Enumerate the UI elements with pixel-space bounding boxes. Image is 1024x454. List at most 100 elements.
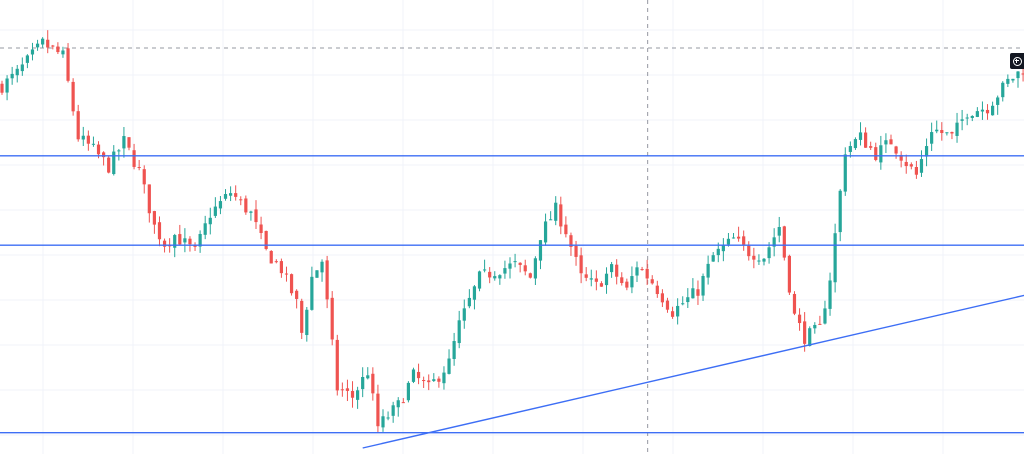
candle-up (386, 417, 390, 419)
candle-down (909, 164, 913, 167)
candle-up (20, 64, 24, 72)
candle-down (569, 235, 573, 247)
price-axis-tag[interactable] (1010, 53, 1024, 69)
candle-down (422, 380, 426, 382)
candle-up (838, 190, 842, 233)
candle-down (665, 300, 670, 310)
candle-up (208, 217, 212, 225)
candle-up (10, 73, 14, 79)
candle-down (0, 83, 4, 93)
candle-up (991, 105, 995, 116)
drawing-tools[interactable] (0, 18, 1024, 449)
candle-up (691, 288, 695, 299)
candle-up (721, 245, 725, 252)
candle-down (940, 130, 944, 134)
candle-up (173, 235, 177, 248)
candle-down (904, 161, 908, 167)
candle-up (81, 135, 85, 140)
candle-up (1011, 78, 1015, 81)
candle-up (503, 268, 507, 274)
candle-down (188, 238, 192, 245)
candle-up (315, 270, 319, 278)
candle-up (996, 97, 1000, 105)
candle-up (320, 261, 324, 273)
candle-down (797, 314, 802, 324)
candle-down (102, 152, 106, 158)
candle-up (808, 328, 812, 347)
candle-down (239, 199, 243, 201)
candle-down (787, 255, 791, 293)
candle-down (259, 224, 263, 234)
candle-up (610, 264, 614, 273)
candle-up (213, 206, 217, 216)
candle-down (650, 279, 654, 284)
candle-up (310, 276, 314, 310)
candle-down (792, 293, 797, 314)
candle-down (157, 222, 162, 240)
candle-down (640, 269, 644, 271)
candle-down (518, 262, 522, 265)
candle-down (66, 48, 70, 81)
candle-up (731, 237, 736, 239)
candle-down (1021, 73, 1024, 75)
candle-down (416, 371, 421, 379)
add-alert-icon (1012, 56, 1022, 66)
candle-down (615, 264, 619, 277)
candle-down (528, 273, 532, 278)
candle-up (930, 132, 934, 144)
candle-up (853, 139, 858, 149)
candle-down (162, 240, 167, 247)
candle-down (488, 271, 492, 278)
candle-up (935, 129, 939, 132)
candle-up (223, 194, 228, 199)
candle-up (406, 382, 410, 401)
candle-down (46, 39, 50, 48)
candle-up (828, 280, 832, 309)
candle-down (335, 339, 339, 391)
candle-down (985, 109, 990, 114)
candle-up (549, 219, 553, 221)
candle-up (533, 258, 537, 279)
candle-down (289, 274, 294, 294)
candle-up (5, 78, 9, 93)
candle-up (955, 122, 959, 136)
candle-up (513, 261, 517, 263)
candle-down (869, 146, 873, 148)
candle-down (269, 250, 273, 264)
candle-down (152, 211, 156, 225)
candle-up (757, 260, 761, 262)
candle-up (676, 305, 680, 317)
candle-up (1006, 78, 1010, 84)
candle-down (401, 402, 405, 404)
candle-down (594, 278, 598, 282)
candle-down (142, 169, 146, 185)
candle-down (894, 146, 898, 154)
candle-up (391, 405, 395, 416)
candle-up (538, 240, 543, 261)
candle-up (823, 308, 827, 324)
candle-down (864, 132, 868, 148)
candle-up (361, 376, 365, 390)
candle-up (762, 258, 766, 262)
candle-up (543, 221, 548, 243)
candle-up (945, 132, 949, 134)
candle-up (711, 255, 715, 262)
candle-up (681, 303, 685, 305)
candle-down (625, 281, 629, 288)
candle-down (899, 154, 903, 161)
candle-down (284, 273, 289, 275)
candle-up (630, 276, 634, 288)
candle-down (86, 135, 90, 144)
candle-up (635, 267, 639, 276)
candle-up (366, 375, 370, 379)
candle-down (950, 131, 954, 134)
candle-up (249, 211, 253, 213)
candle-up (1001, 82, 1005, 98)
candle-up (843, 154, 847, 192)
candle-down (737, 236, 741, 239)
candle-up (813, 324, 817, 329)
candle-up (767, 247, 771, 259)
